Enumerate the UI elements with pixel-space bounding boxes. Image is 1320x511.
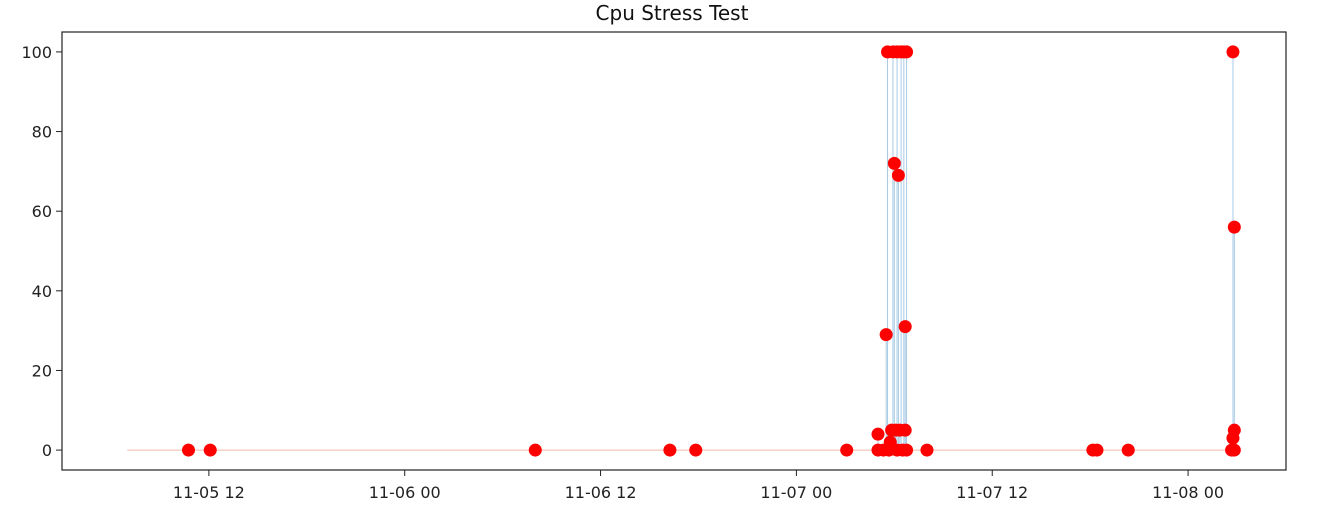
data-point [898, 423, 912, 437]
data-point [887, 156, 901, 170]
data-point [663, 443, 677, 457]
data-point [879, 328, 893, 342]
data-point [920, 443, 934, 457]
y-tick-label: 40 [32, 282, 52, 301]
data-point [689, 443, 703, 457]
y-tick-label: 60 [32, 202, 52, 221]
data-point [898, 320, 912, 334]
x-tick-label: 11-05 12 [173, 483, 245, 502]
y-tick-label: 100 [21, 43, 52, 62]
x-axis: 11-05 12 11-06 00 11-06 12 11-07 00 11-07 12… [173, 470, 1224, 502]
x-tick-label: 11-07 00 [760, 483, 832, 502]
x-tick-label: 11-06 00 [369, 483, 441, 502]
y-tick-label: 80 [32, 123, 52, 142]
plot-area-frame [61, 31, 1287, 471]
data-point [1227, 423, 1241, 437]
data-point [871, 427, 885, 441]
cpu-line-series [877, 51, 1235, 451]
y-tick-label: 20 [32, 361, 52, 380]
x-tick-label: 11-08 00 [1152, 483, 1224, 502]
data-point [203, 443, 217, 457]
data-point [528, 443, 542, 457]
data-point [1121, 443, 1135, 457]
x-tick-label: 11-06 12 [565, 483, 637, 502]
data-point [1227, 443, 1241, 457]
y-axis: 0 20 40 60 80 100 [21, 43, 62, 460]
data-point [840, 443, 854, 457]
chart-title: Cpu Stress Test [596, 1, 749, 25]
data-point [1227, 220, 1241, 234]
data-point [181, 443, 195, 457]
data-point [900, 45, 914, 59]
data-point [900, 443, 914, 457]
y-tick-label: 0 [42, 441, 52, 460]
data-point [1226, 45, 1240, 59]
data-point [1090, 443, 1104, 457]
cpu-scatter-points [181, 45, 1241, 457]
data-point [891, 168, 905, 182]
x-tick-label: 11-07 12 [956, 483, 1028, 502]
